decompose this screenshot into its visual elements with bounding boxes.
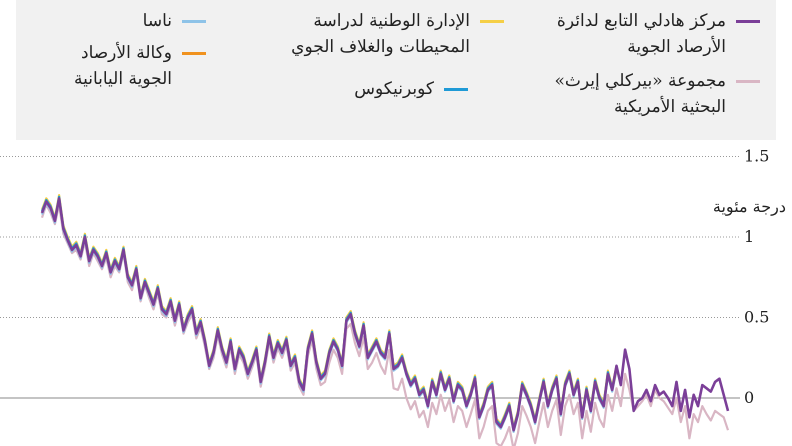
legend-swatch-berkeley bbox=[736, 80, 760, 83]
legend-item-hadley: مركز هادلي التابع لدائرة الأرصاد الجوية bbox=[556, 8, 760, 60]
legend-label-jma-2: الجوية اليابانية bbox=[73, 69, 172, 89]
legend-swatch-copernicus bbox=[444, 88, 468, 91]
y-tick-0: 0 bbox=[744, 388, 754, 407]
legend-item-copernicus: كوبرنيكوس bbox=[354, 76, 468, 102]
legend-swatch-jma bbox=[182, 52, 206, 55]
legend-item-jma: وكالة الأرصاد الجوية اليابانية bbox=[73, 40, 206, 92]
legend-label-berkeley-2: البحثية الأمريكية bbox=[613, 97, 726, 117]
legend-swatch-nasa bbox=[182, 20, 206, 23]
legend-swatch-noaa bbox=[480, 20, 504, 23]
series-line-1 bbox=[40, 203, 730, 446]
legend-label-noaa-1: الإدارة الوطنية لدراسة bbox=[313, 11, 470, 31]
series-line-5 bbox=[40, 197, 618, 432]
y-tick-1: 1 bbox=[744, 227, 754, 246]
legend-label-copernicus: كوبرنيكوس bbox=[354, 79, 434, 99]
series-line-4 bbox=[40, 198, 618, 433]
y-tick-labels: 1.5 1 0.5 0 bbox=[744, 147, 769, 408]
series-line-3 bbox=[40, 195, 618, 430]
legend-label-hadley-1: مركز هادلي التابع لدائرة bbox=[556, 11, 726, 31]
series-lines bbox=[40, 194, 730, 446]
gridlines bbox=[0, 156, 740, 399]
legend-item-nasa: ناسا bbox=[142, 8, 206, 34]
series-line-0 bbox=[40, 197, 730, 432]
legend-label-nasa: ناسا bbox=[142, 11, 172, 31]
legend-label-hadley-2: الأرصاد الجوية bbox=[627, 37, 726, 57]
legend-swatch-hadley bbox=[736, 20, 760, 23]
legend-item-noaa: الإدارة الوطنية لدراسة المحيطات والغلاف … bbox=[291, 8, 504, 60]
legend: مركز هادلي التابع لدائرة الأرصاد الجوية … bbox=[16, 0, 776, 140]
y-tick-0.5: 0.5 bbox=[744, 308, 769, 327]
y-axis-label: درجة مئوية bbox=[713, 197, 786, 216]
legend-item-berkeley: مجموعة «بيركلي إيرث» البحثية الأمريكية bbox=[554, 68, 760, 120]
y-tick-1.5: 1.5 bbox=[744, 147, 769, 166]
legend-label-berkeley-1: مجموعة «بيركلي إيرث» bbox=[554, 71, 726, 91]
series-line-2 bbox=[40, 194, 618, 429]
legend-label-jma-1: وكالة الأرصاد bbox=[81, 43, 172, 63]
legend-label-noaa-2: المحيطات والغلاف الجوي bbox=[291, 37, 470, 57]
